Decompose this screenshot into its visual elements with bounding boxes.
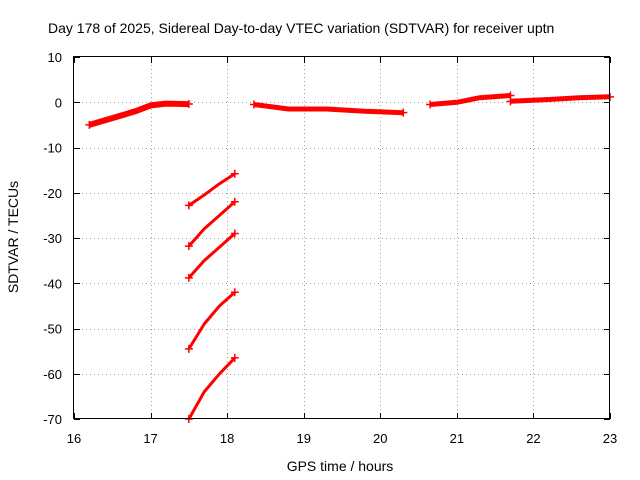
x-tick-label: 17 bbox=[143, 431, 157, 446]
series-track-3 bbox=[429, 93, 511, 107]
y-tick-label: -50 bbox=[43, 322, 62, 337]
series-endpoint-marker bbox=[184, 100, 193, 109]
series-track-1 bbox=[88, 100, 189, 128]
x-tick-label: 23 bbox=[603, 431, 617, 446]
y-tick-label: -40 bbox=[43, 276, 62, 291]
series-endpoint-marker bbox=[184, 242, 193, 251]
series-endpoint-marker bbox=[230, 169, 239, 178]
series-endpoint-marker bbox=[506, 97, 515, 106]
series-endpoint-marker bbox=[230, 288, 239, 297]
series-track-8 bbox=[187, 291, 236, 350]
series-track-9 bbox=[187, 356, 236, 420]
series-track-2 bbox=[253, 102, 404, 116]
series-endpoint-marker bbox=[230, 197, 239, 206]
plot-frame bbox=[73, 56, 610, 419]
x-tick-label: 18 bbox=[220, 431, 234, 446]
series-endpoint-marker bbox=[184, 273, 193, 282]
y-tick-label: 10 bbox=[48, 50, 62, 65]
series-track-7 bbox=[187, 232, 236, 279]
y-axis-label: SDTVAR / TECUs bbox=[5, 181, 21, 293]
series-endpoint-marker bbox=[249, 100, 258, 109]
y-tick-label: -30 bbox=[43, 231, 62, 246]
data-series bbox=[85, 91, 614, 423]
x-tick-label: 21 bbox=[450, 431, 464, 446]
y-tick-label: -20 bbox=[43, 186, 62, 201]
chart-title: Day 178 of 2025, Sidereal Day-to-day VTE… bbox=[48, 20, 554, 36]
series-track-6 bbox=[187, 200, 236, 248]
series-track-4 bbox=[510, 94, 611, 104]
series-endpoint-marker bbox=[230, 229, 239, 238]
x-tick-label: 22 bbox=[526, 431, 540, 446]
y-tick-label: -10 bbox=[43, 141, 62, 156]
series-endpoint-marker bbox=[399, 108, 408, 117]
series-track-5 bbox=[188, 172, 236, 207]
x-tick-label: 20 bbox=[373, 431, 387, 446]
y-tick-label: -60 bbox=[43, 367, 62, 382]
x-tick-label: 16 bbox=[67, 431, 81, 446]
y-tick-label: -70 bbox=[43, 412, 62, 427]
x-tick-label: 19 bbox=[296, 431, 310, 446]
series-endpoint-marker bbox=[184, 344, 193, 353]
series-endpoint-marker bbox=[85, 120, 94, 129]
axis-ticks: 16 17 18 19 20 21 22 23 10 0 -10 -20 -30 -40 -50 -60 -70 bbox=[43, 50, 617, 446]
x-axis-label: GPS time / hours bbox=[287, 458, 394, 474]
series-endpoint-marker bbox=[230, 353, 239, 362]
series-endpoint-marker bbox=[426, 100, 435, 109]
y-tick-label: 0 bbox=[55, 95, 62, 110]
series-endpoint-marker bbox=[184, 201, 193, 210]
